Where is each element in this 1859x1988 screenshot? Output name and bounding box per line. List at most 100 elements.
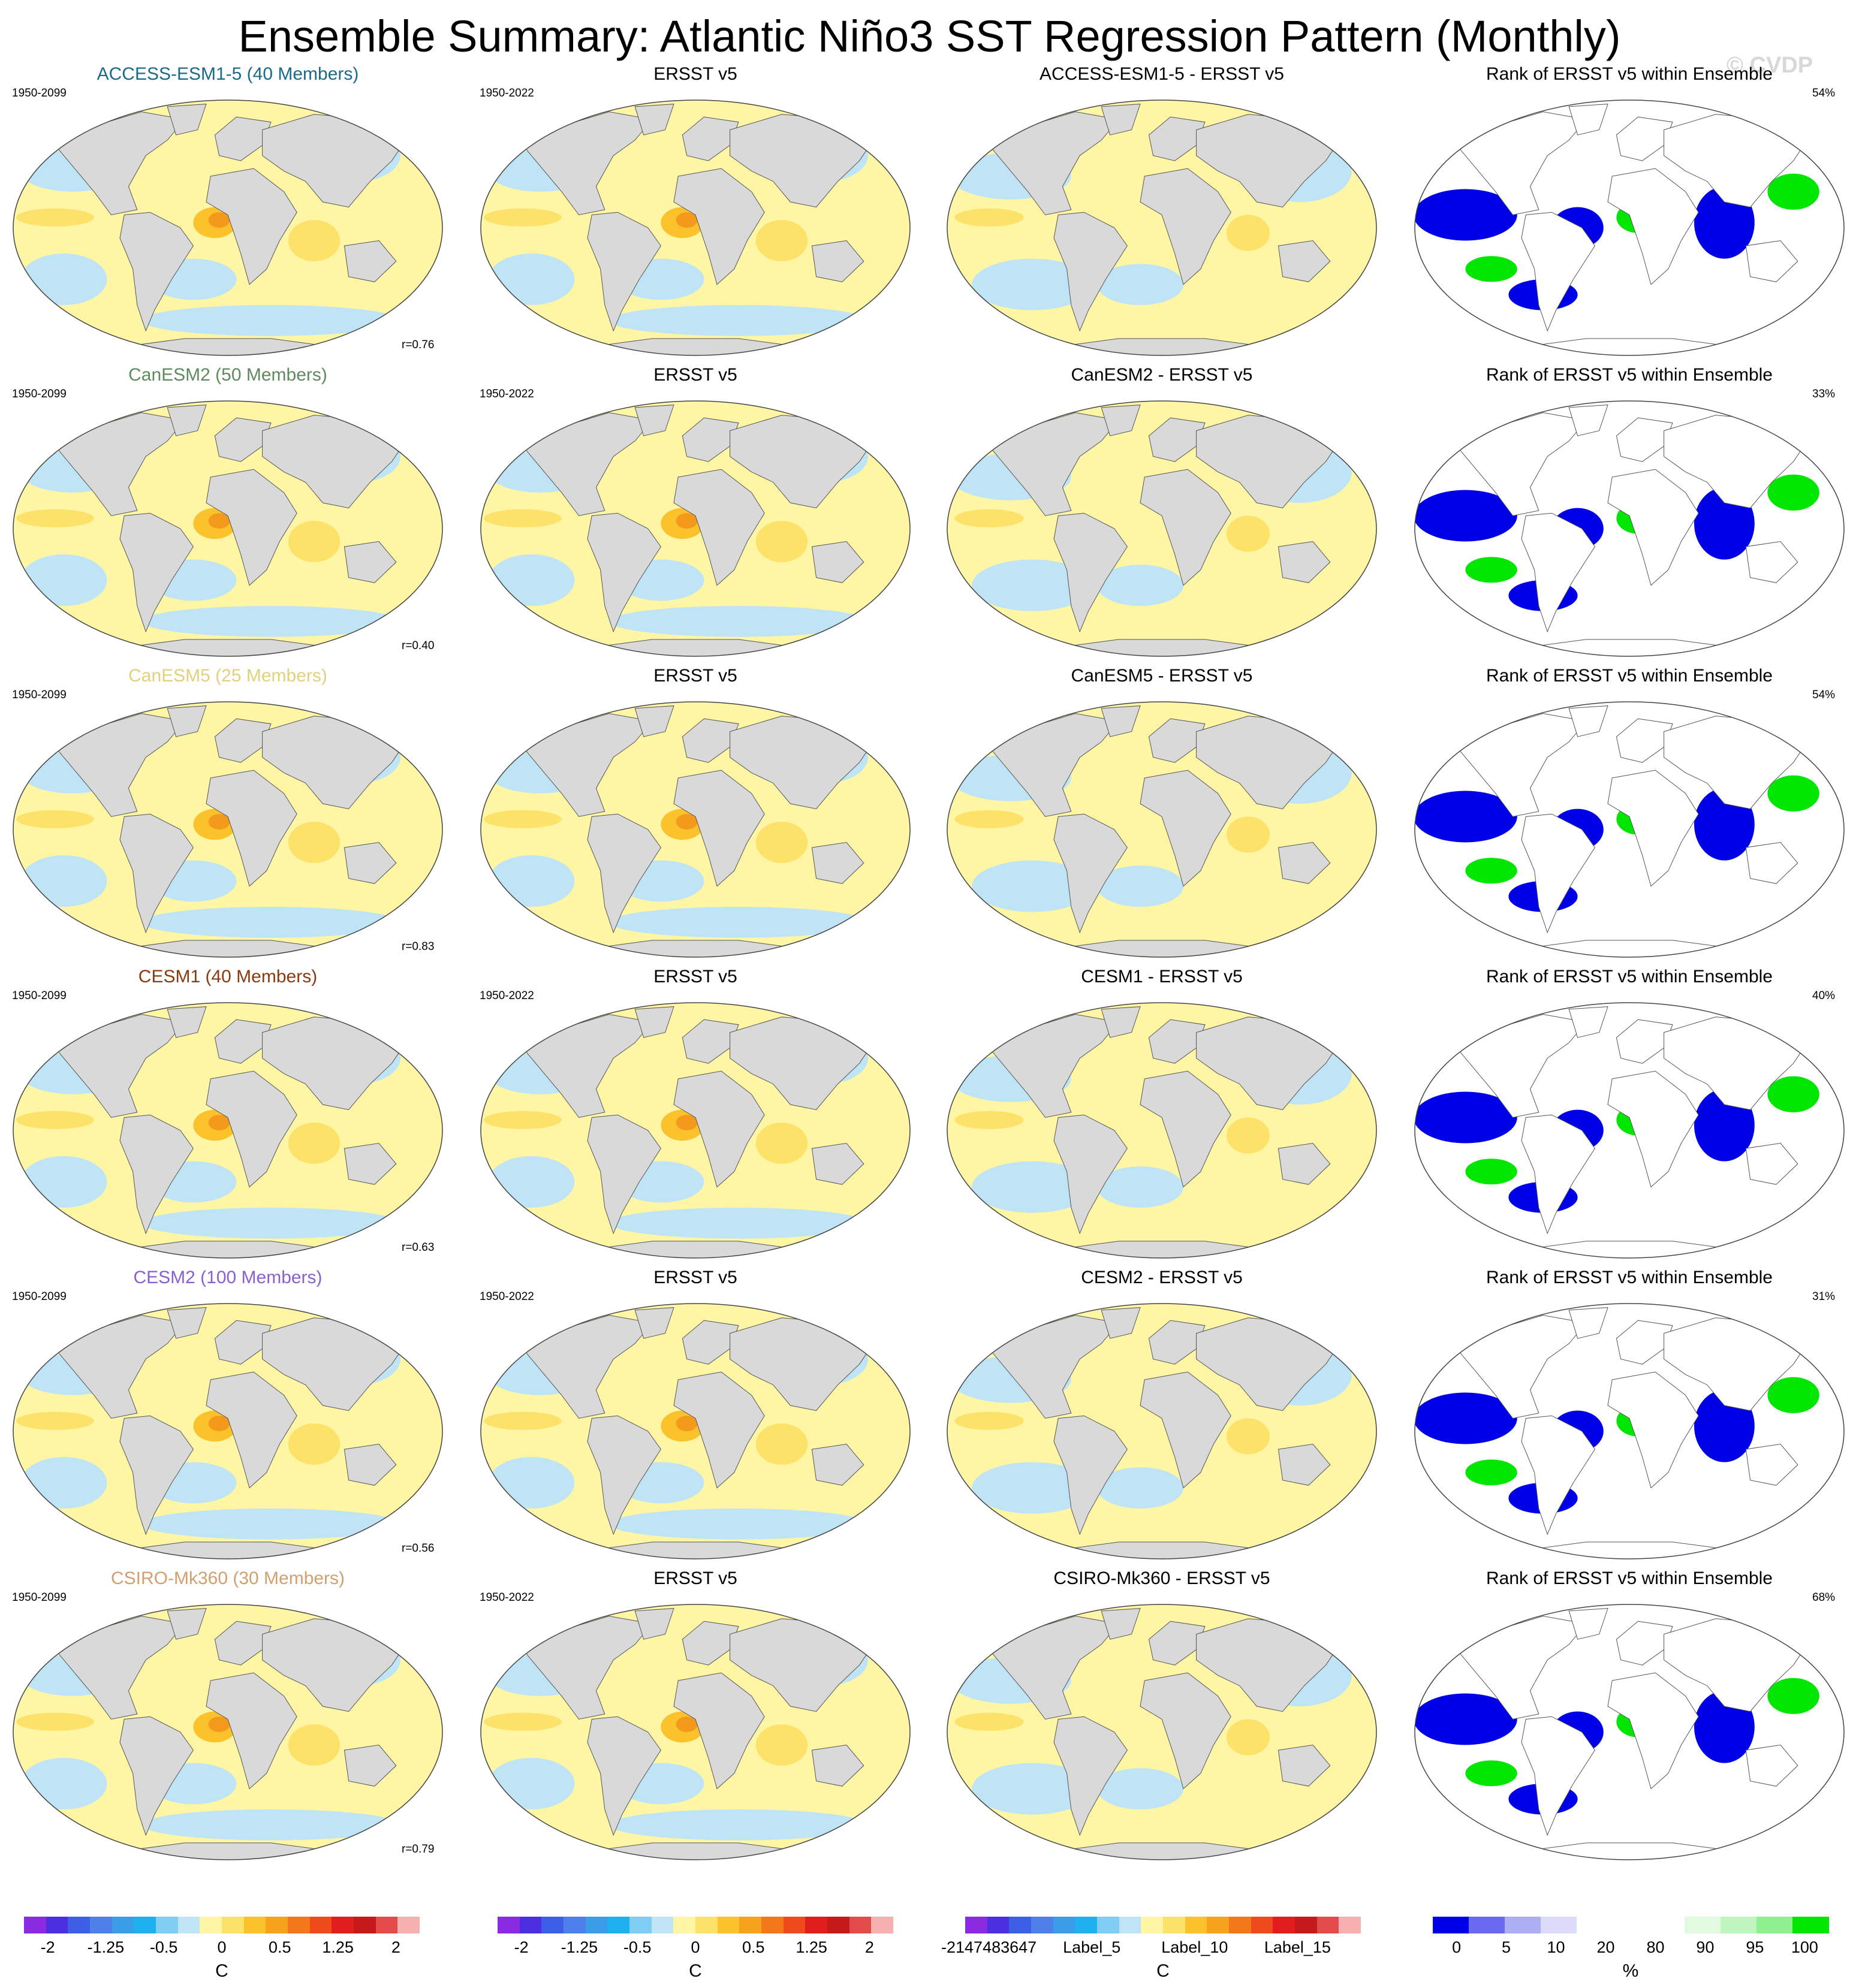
sst-anomaly-region-5 (16, 509, 94, 527)
sst-anomaly-region-6 (288, 1123, 341, 1164)
sst-anomaly-region-4 (954, 1411, 1024, 1430)
land-australia (1278, 240, 1331, 282)
sst-anomaly-region-4 (954, 810, 1024, 828)
colorbar-box (498, 1917, 520, 1933)
colorbar-box (1469, 1917, 1505, 1933)
sst-anomaly-region-4 (20, 1156, 107, 1208)
model-panel-title: CESM2 (100 Members) (133, 1268, 323, 1287)
rank-colorbar: 0 5 10 20 80 90 95 100% (1433, 1917, 1829, 1988)
colorbar-box (354, 1917, 376, 1933)
colorbar-box (90, 1917, 113, 1933)
model-panel-title: CanESM5 (25 Members) (128, 666, 327, 686)
sst-anomaly-region-5 (484, 509, 562, 527)
colorbar-box (1273, 1917, 1295, 1933)
land-south-america (1053, 1114, 1128, 1235)
figure-title: Ensemble Summary: Atlantic Niño3 SST Reg… (238, 11, 1621, 61)
colorbar-box (1119, 1917, 1141, 1933)
colorbar-box (1756, 1917, 1793, 1933)
rank-percent-label: 68% (1812, 1591, 1836, 1604)
obs-panel-title: ERSST v5 (653, 1268, 737, 1287)
colorbar-box (1505, 1917, 1541, 1933)
colorbar-tick-label: Label_15 (1264, 1938, 1331, 1956)
land-south-america (1521, 512, 1596, 633)
sst-anomaly-region-5 (1227, 515, 1270, 552)
colorbar-tick-label: -0.5 (149, 1938, 178, 1956)
colorbar-box (607, 1917, 630, 1933)
land-south-america (119, 1114, 194, 1235)
colorbar-box (849, 1917, 872, 1933)
colorbar-tick-label: 2 (391, 1938, 400, 1956)
model-regression-map (13, 1604, 443, 1860)
colorbar-tick-label: 0.5 (742, 1938, 765, 1956)
land-australia (811, 1744, 864, 1787)
land-australia (811, 841, 864, 884)
colorbar-box (629, 1917, 652, 1933)
model-sst-colorbar: -2 -1.25 -0.5 0 0.5 1.25 2 C (24, 1917, 420, 1988)
colorbar-tick-label: 5 (1502, 1938, 1511, 1956)
sst-anomaly-region-8 (208, 1717, 230, 1732)
sst-anomaly-region-4 (488, 554, 575, 606)
map-border (1414, 1303, 1845, 1559)
land-greenland (634, 705, 674, 737)
colorbar-tick-label: -1.25 (87, 1938, 125, 1956)
colorbar-box (1009, 1917, 1032, 1933)
colorbar-box (46, 1917, 68, 1933)
model-years-label: 1950-2099 (12, 1591, 67, 1604)
sst-anomaly-region-8 (208, 1416, 230, 1431)
sst-anomaly-region-4 (488, 1457, 575, 1509)
colorbar-box (112, 1917, 134, 1933)
rank-region-0 (1415, 1091, 1517, 1144)
colorbar-box (519, 1917, 542, 1933)
model-regression-map (13, 400, 443, 657)
sst-anomaly-region-4 (488, 1156, 575, 1208)
land-australia (811, 541, 864, 583)
land-australia (1278, 1142, 1331, 1185)
model-years-label: 1950-2099 (12, 689, 67, 701)
colorbar-box (1185, 1917, 1207, 1933)
colorbar-box (375, 1917, 398, 1933)
rank-panel-title: Rank of ERSST v5 within Ensemble (1486, 365, 1773, 385)
sst-anomaly-region-8 (676, 1416, 698, 1431)
model-panel-title: ACCESS-ESM1-5 (40 Members) (97, 64, 359, 84)
colorbar-tick-label: 1.25 (322, 1938, 354, 1956)
rank-region-7 (1465, 557, 1517, 583)
map-border (13, 1604, 443, 1860)
land-africa (206, 469, 297, 586)
colorbar-box (200, 1917, 222, 1933)
colorbar-box (1295, 1917, 1318, 1933)
rank-region-7 (1465, 1760, 1517, 1787)
rank-percent-label: 40% (1812, 990, 1836, 1002)
sst-anomaly-region-5 (16, 1712, 94, 1731)
colorbar-tick-label: 95 (1746, 1938, 1764, 1956)
obs-regression-map (480, 701, 911, 958)
land-greenland (1101, 705, 1141, 737)
colorbar-tick-label: 0 (691, 1938, 700, 1956)
land-greenland (1568, 1307, 1608, 1339)
land-australia (344, 841, 397, 884)
sst-anomaly-region-3 (141, 1509, 400, 1540)
land-south-america (1521, 1415, 1596, 1536)
map-border (480, 701, 911, 958)
sst-anomaly-region-5 (16, 208, 94, 227)
colorbar-box (134, 1917, 156, 1933)
colorbar-tick-label: 0 (1452, 1938, 1462, 1956)
colorbar-unit-label: C (689, 1961, 702, 1981)
diff-panel-title: CSIRO-Mk360 - ERSST v5 (1053, 1568, 1270, 1588)
colorbar-box (177, 1917, 200, 1933)
sst-anomaly-region-2 (1097, 1467, 1183, 1509)
land-greenland (634, 1006, 674, 1038)
land-africa (206, 1672, 297, 1790)
colorbar-tick-label: Label_10 (1161, 1938, 1228, 1956)
land-south-america (1521, 1716, 1596, 1836)
colorbar-box (1163, 1917, 1186, 1933)
sst-anomaly-region-6 (755, 220, 808, 261)
map-border (480, 99, 911, 356)
colorbar-tick-label: 0 (217, 1938, 227, 1956)
rank-region-0 (1415, 1693, 1517, 1745)
colorbar-box (68, 1917, 91, 1933)
land-south-america (1521, 212, 1596, 332)
colorbar-box (397, 1917, 420, 1933)
obs-regression-map (480, 99, 911, 356)
map-border (13, 99, 443, 356)
